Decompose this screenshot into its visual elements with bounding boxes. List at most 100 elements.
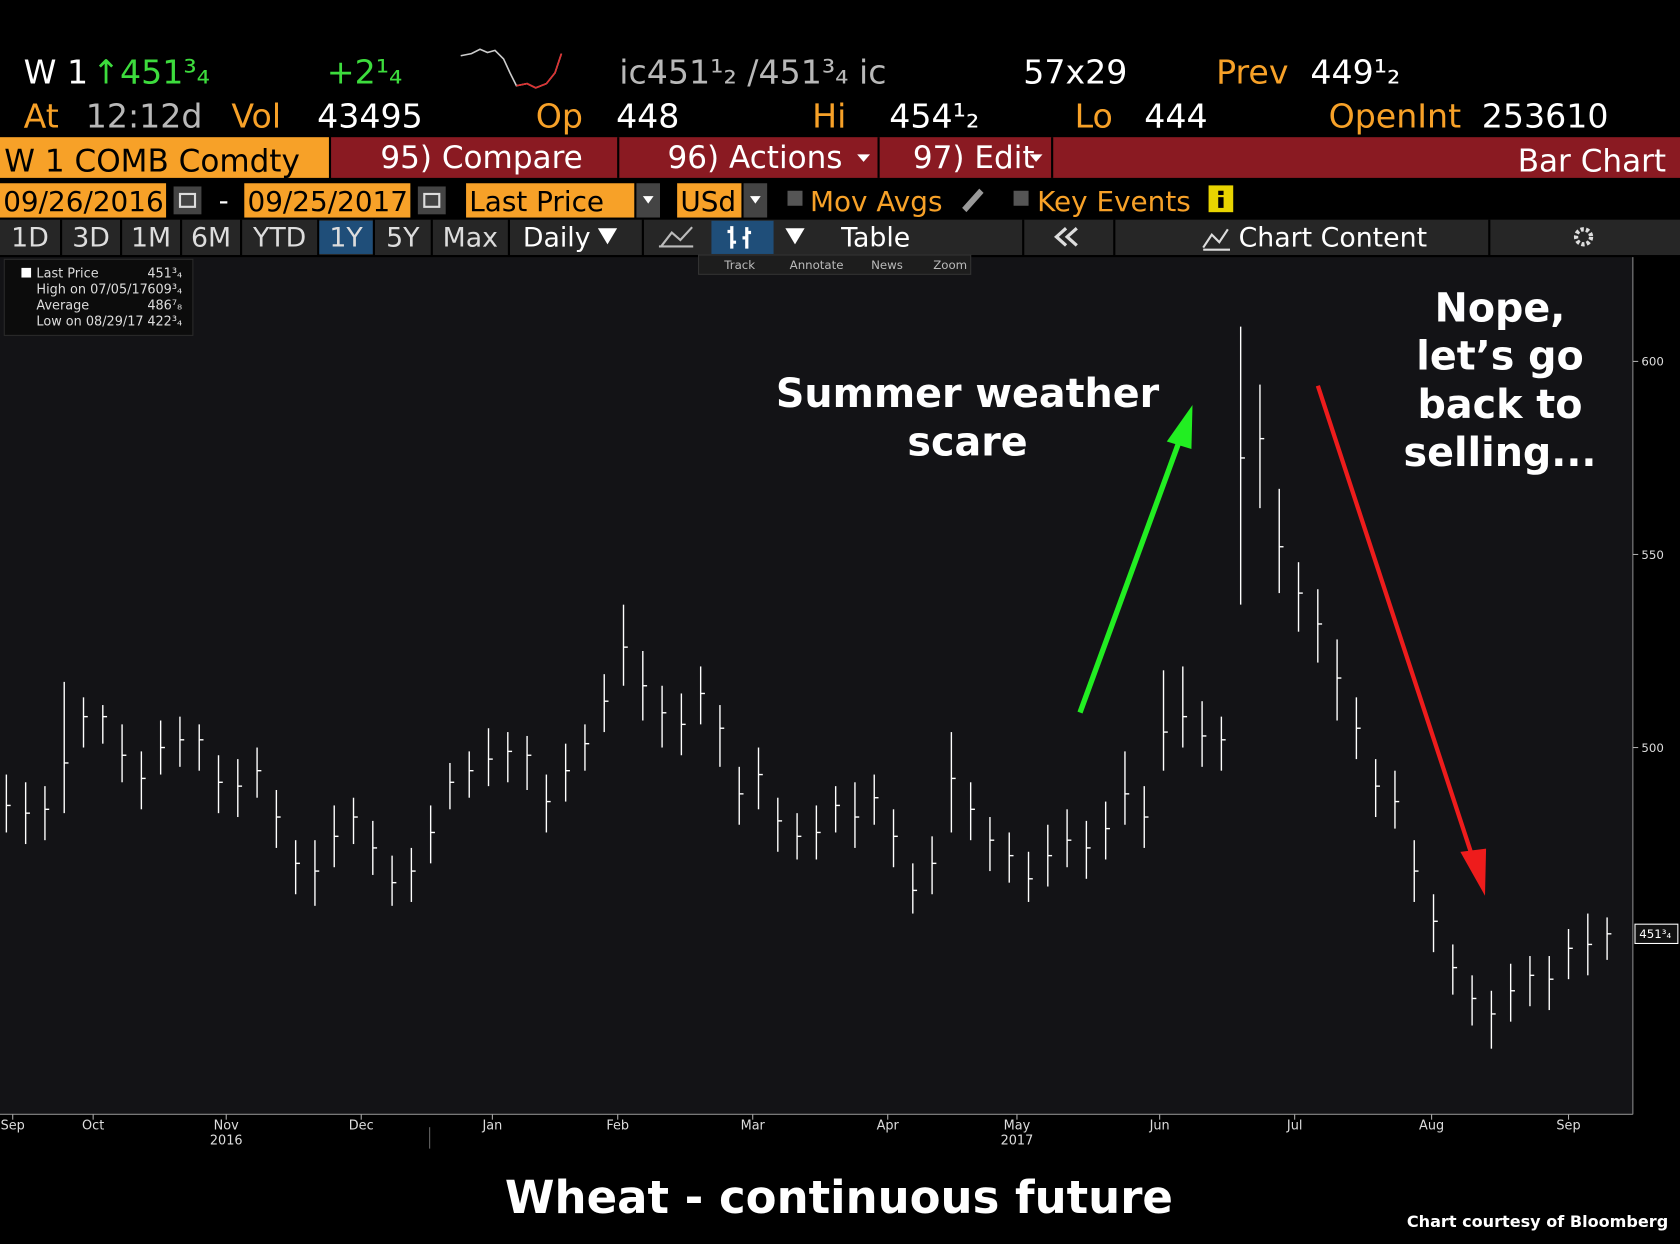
- table-button[interactable]: Table: [840, 222, 910, 253]
- calendar-icon: [178, 192, 197, 208]
- tool-button[interactable]: Zoom: [933, 258, 967, 272]
- tools: Track Annotate News Zoom: [723, 258, 967, 272]
- x-tick-label: Jan: [481, 1118, 502, 1133]
- annotation: scare: [907, 419, 1027, 465]
- prev: 449¹₂: [1310, 53, 1400, 92]
- last-price-tag: [1634, 923, 1679, 944]
- vol-label: Vol: [231, 97, 281, 136]
- period-tab[interactable]: 1M: [131, 222, 171, 253]
- period-tabs: 1D 3D 1M 6M YTD 1Y 5Y Max: [11, 219, 510, 256]
- sparkline-tail: [516, 53, 563, 89]
- legend-box: [3, 258, 194, 336]
- lo-label: Lo: [1075, 97, 1113, 136]
- start-date[interactable]: 09/26/2016: [3, 185, 163, 218]
- hi: 454¹₂: [889, 97, 979, 136]
- op: 448: [616, 97, 679, 136]
- mov-avgs[interactable]: Mov Avgs: [810, 185, 942, 218]
- legend-swatch: [21, 267, 32, 278]
- tool-button[interactable]: Annotate: [790, 258, 844, 272]
- settings-icon[interactable]: [1573, 227, 1594, 247]
- tool-button[interactable]: Track: [723, 258, 755, 272]
- credit: Chart courtesy of Bloomberg: [1407, 1212, 1668, 1231]
- end-date-field[interactable]: [244, 183, 411, 218]
- plot-area: [0, 257, 1633, 1115]
- hi-label: Hi: [812, 97, 846, 136]
- period-tab-selected[interactable]: [319, 220, 373, 254]
- chart-content-icon: [1202, 228, 1230, 251]
- at-label: At: [24, 97, 59, 136]
- prev-label: Prev: [1216, 53, 1288, 92]
- annotation: Nope,: [1435, 285, 1566, 331]
- y-tick-label: 600: [1641, 355, 1663, 369]
- legend-label: Average: [36, 299, 89, 314]
- security[interactable]: W 1 COMB Comdty: [4, 143, 300, 179]
- period-tab[interactable]: 5Y: [386, 222, 420, 253]
- op-label: Op: [536, 97, 583, 136]
- calendar-icon: [423, 192, 441, 208]
- start-date-field[interactable]: [0, 183, 167, 218]
- pencil-icon[interactable]: [962, 188, 984, 213]
- period-tab[interactable]: 1D: [11, 222, 49, 253]
- change: +2¹₄: [327, 53, 403, 92]
- year-label: 2017: [1001, 1133, 1034, 1148]
- checkbox[interactable]: [1013, 190, 1029, 206]
- info-dot: [1218, 190, 1224, 196]
- vol: 43495: [317, 97, 423, 136]
- bar-chart-icon: [727, 226, 752, 249]
- menu-bar: [331, 137, 1680, 178]
- date-dash: -: [219, 184, 229, 217]
- currency[interactable]: USd: [680, 185, 736, 218]
- compare-button[interactable]: 95) Compare: [380, 140, 582, 176]
- chart: 500 550 600 Sep Oct Nov Dec Jan Feb Mar Apr May Jun J…: [0, 257, 1679, 1231]
- legend-value: 422³₄: [147, 315, 182, 330]
- view-title: Bar Chart: [1518, 143, 1666, 179]
- legend-value: 486⁷₈: [147, 299, 182, 314]
- chart-content-button[interactable]: Chart Content: [1239, 222, 1428, 253]
- period-tab[interactable]: Max: [443, 222, 498, 253]
- dropdown-arrow: [857, 154, 870, 162]
- tool-strip: [698, 254, 972, 275]
- key-events[interactable]: Key Events: [1037, 185, 1191, 218]
- annotation: Summer weather: [776, 371, 1160, 417]
- field-select[interactable]: [466, 183, 635, 218]
- up-arrow-shaft: [1077, 436, 1184, 714]
- period-tab[interactable]: 3D: [72, 222, 110, 253]
- dropdown-arrow: [750, 196, 761, 204]
- x-tick-label: Jul: [1286, 1118, 1303, 1133]
- x-tick-label: Oct: [82, 1118, 104, 1133]
- up-arrow-head: [1166, 405, 1193, 449]
- annotation: back to: [1418, 382, 1583, 428]
- legend-value: 451³₄: [147, 267, 182, 282]
- checkbox[interactable]: [787, 190, 803, 206]
- x-tick-label: Nov: [214, 1118, 239, 1133]
- last: ↑451³₄: [92, 53, 210, 92]
- calendar-button[interactable]: [173, 186, 202, 215]
- period-tab[interactable]: 6M: [191, 222, 231, 253]
- period-tab[interactable]: 1Y: [329, 222, 363, 253]
- actions-button[interactable]: 96) Actions: [668, 140, 843, 176]
- collapse-icon[interactable]: [1054, 227, 1078, 247]
- edit-button[interactable]: 97) Edit: [913, 140, 1035, 176]
- oi: 253610: [1482, 97, 1609, 136]
- lo: 444: [1144, 97, 1207, 136]
- year-label: 2016: [210, 1133, 243, 1148]
- period-tab[interactable]: YTD: [252, 222, 306, 253]
- annotation: selling...: [1404, 430, 1597, 476]
- x-tick-label: Apr: [877, 1118, 900, 1133]
- dropdown-arrow: [642, 196, 654, 204]
- x-tick-label: Sep: [1556, 1118, 1580, 1133]
- end-date[interactable]: 09/25/2017: [247, 185, 407, 218]
- x-tick-label: Mar: [741, 1118, 766, 1133]
- size: 57x29: [1023, 53, 1127, 92]
- line-chart-icon[interactable]: [658, 226, 694, 248]
- period-bar: [0, 219, 1680, 256]
- frequency[interactable]: Daily: [523, 222, 591, 253]
- tool-button[interactable]: News: [871, 258, 903, 272]
- down-arrow-shaft: [1315, 385, 1477, 864]
- calendar-button[interactable]: [417, 186, 446, 215]
- currency-select[interactable]: [677, 183, 742, 218]
- security-box[interactable]: [0, 137, 329, 178]
- annotation: let’s go: [1416, 334, 1583, 380]
- field[interactable]: Last Price: [469, 185, 604, 218]
